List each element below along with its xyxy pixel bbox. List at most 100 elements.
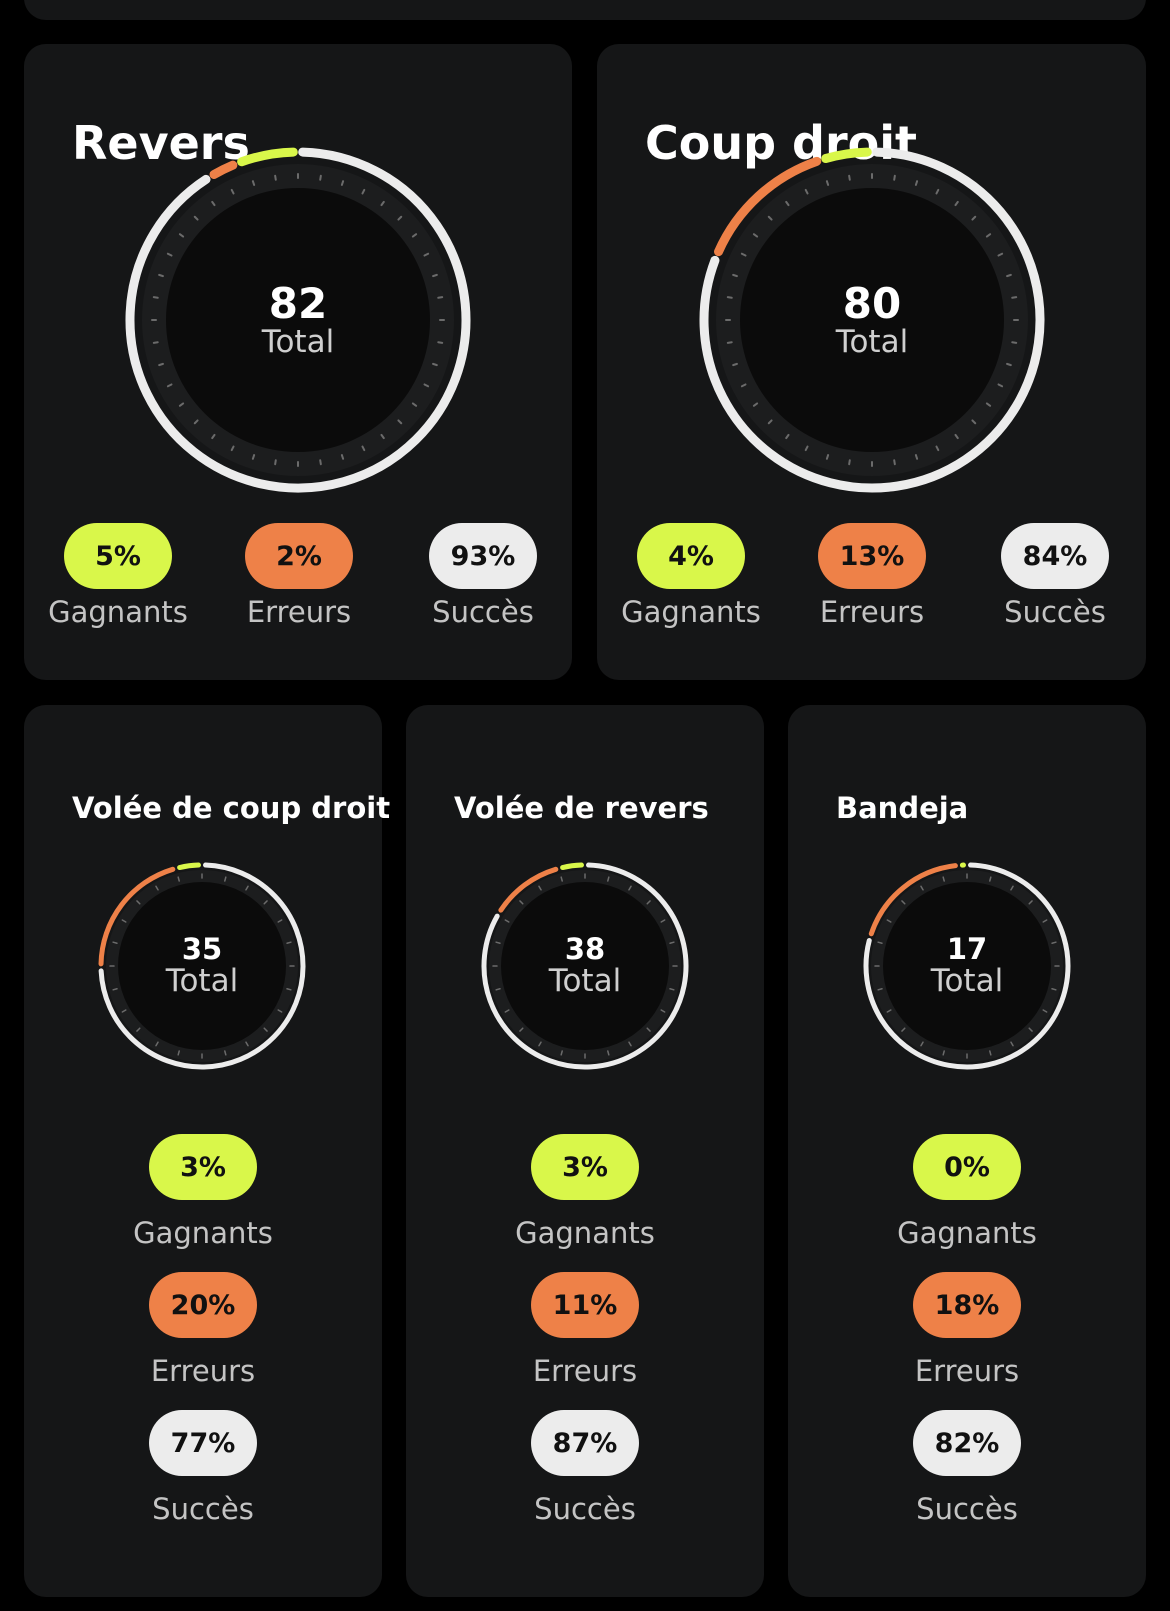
total-value: 82 bbox=[268, 278, 328, 328]
ring-tick bbox=[251, 454, 256, 460]
ring-tick bbox=[504, 1009, 510, 1013]
ring-tick bbox=[504, 919, 510, 923]
ring-tick bbox=[136, 1027, 141, 1032]
total-value: 38 bbox=[564, 932, 606, 966]
ring-tick bbox=[193, 215, 199, 221]
ring-tick bbox=[319, 459, 322, 466]
ring-tick bbox=[785, 200, 790, 207]
winners-arc bbox=[177, 862, 201, 871]
ring-tick bbox=[914, 454, 919, 460]
ring-tick bbox=[177, 1050, 180, 1056]
ring-tick bbox=[732, 273, 738, 278]
ring-tick bbox=[607, 876, 610, 882]
success-arc bbox=[125, 147, 471, 493]
ring-tick bbox=[560, 1050, 563, 1056]
ring-tick bbox=[155, 1041, 159, 1047]
previous-card-bottom bbox=[24, 0, 1146, 20]
ring-tick bbox=[380, 433, 385, 440]
ring-tick bbox=[877, 988, 883, 991]
stroke-card-revers[interactable]: Revers 82 Total 5% Gagnants 2% Erreurs 9… bbox=[24, 44, 572, 680]
errors-label: Erreurs bbox=[819, 595, 925, 629]
winners-label: Gagnants bbox=[621, 595, 761, 629]
ring-tick bbox=[263, 900, 268, 905]
ring-tick bbox=[397, 419, 403, 425]
ring-tick bbox=[432, 273, 438, 278]
success-badge: 87% bbox=[531, 1410, 639, 1476]
ring-tick bbox=[361, 445, 366, 452]
ring-tick bbox=[263, 1027, 268, 1032]
ring-tick bbox=[1010, 1041, 1014, 1047]
ring-tick bbox=[646, 900, 651, 905]
ring-tick bbox=[901, 1027, 906, 1032]
ring-tick bbox=[785, 433, 790, 440]
total-label: Total bbox=[835, 323, 909, 360]
ring-tick bbox=[380, 200, 385, 207]
ring-tick bbox=[726, 296, 733, 299]
ring-tick bbox=[361, 188, 366, 195]
total-label: Total bbox=[261, 323, 335, 360]
donut-center: 80 Total bbox=[697, 145, 1047, 495]
ring-tick bbox=[1042, 1009, 1048, 1013]
ring-tick bbox=[152, 341, 159, 344]
stroke-card-volee-revers[interactable]: Volée de revers 38 Total 3% Gagnants 11%… bbox=[406, 705, 764, 1597]
ring-tick bbox=[886, 1009, 892, 1013]
ring-tick bbox=[437, 296, 444, 299]
card-title: Bandeja bbox=[836, 791, 969, 825]
ring-tick bbox=[495, 988, 501, 991]
ring-tick bbox=[607, 1050, 610, 1056]
ring-tick bbox=[989, 1050, 992, 1056]
donut-center: 17 Total bbox=[861, 860, 1073, 1072]
total-label: Total bbox=[548, 963, 622, 999]
winners-badge: 5% bbox=[64, 523, 172, 589]
success-label: Succès bbox=[152, 1492, 254, 1526]
ring-tick bbox=[726, 341, 733, 344]
success-label: Succès bbox=[534, 1492, 636, 1526]
card-title: Coup droit bbox=[645, 116, 918, 170]
stroke-card-coup-droit[interactable]: Coup droit 80 Total 4% Gagnants 13% Erre… bbox=[597, 44, 1146, 680]
ring-tick bbox=[914, 180, 919, 186]
ring-tick bbox=[660, 1009, 666, 1013]
errors-arc bbox=[209, 160, 238, 180]
ring-tick bbox=[920, 1041, 924, 1047]
ring-tick bbox=[423, 383, 430, 388]
ring-tick bbox=[660, 919, 666, 923]
errors-arc bbox=[714, 156, 822, 257]
ring-tick bbox=[166, 383, 173, 388]
winners-badge: 4% bbox=[637, 523, 745, 589]
ring-tick bbox=[245, 885, 249, 891]
donut-chart bbox=[98, 862, 306, 1070]
stroke-card-volee-coup-droit[interactable]: Volée de coup droit 35 Total 3% Gagnants… bbox=[24, 705, 390, 1597]
total-value: 35 bbox=[181, 932, 223, 966]
errors-badge: 20% bbox=[149, 1272, 257, 1338]
ring-tick bbox=[767, 215, 773, 221]
ring-tick bbox=[432, 362, 438, 367]
ring-inner-disk bbox=[740, 188, 1004, 452]
ring-tick bbox=[519, 1027, 524, 1032]
success-arc bbox=[699, 147, 1045, 493]
ring-tick bbox=[740, 383, 747, 388]
success-badge: 82% bbox=[913, 1410, 1021, 1476]
ring-tick bbox=[411, 233, 418, 238]
total-label: Total bbox=[930, 963, 1004, 999]
ring-tick bbox=[340, 454, 345, 460]
ring-tick bbox=[121, 1009, 127, 1013]
ring-tick bbox=[121, 919, 127, 923]
ring-tick bbox=[825, 180, 830, 186]
ring-tick bbox=[274, 459, 277, 466]
ring-tick bbox=[178, 402, 185, 407]
winners-label: Gagnants bbox=[48, 595, 188, 629]
ring-tick bbox=[112, 988, 118, 991]
ring-tick bbox=[935, 188, 940, 195]
success-arc bbox=[481, 862, 689, 1070]
ring-tick bbox=[319, 174, 322, 181]
ring-tick bbox=[767, 419, 773, 425]
donut-chart bbox=[863, 862, 1071, 1070]
ring-tick bbox=[230, 188, 235, 195]
ring-tick bbox=[752, 402, 759, 407]
ring-tick bbox=[740, 252, 747, 257]
ring-tick bbox=[230, 445, 235, 452]
ring-tick bbox=[286, 941, 292, 944]
ring-tick bbox=[397, 215, 403, 221]
ring-tick bbox=[277, 919, 283, 923]
stroke-card-bandeja[interactable]: Bandeja 17 Total 0% Gagnants 18% Erreurs… bbox=[788, 705, 1146, 1597]
